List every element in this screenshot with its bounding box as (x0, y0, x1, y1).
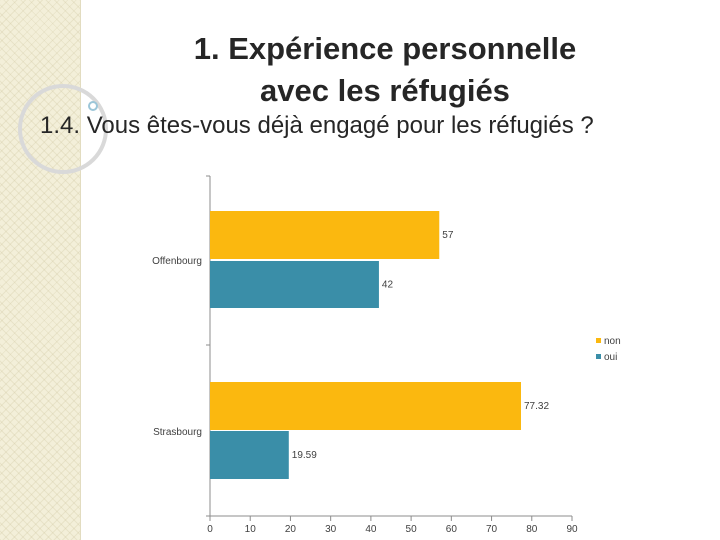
data-label-oui-strasbourg: 19.59 (292, 450, 317, 461)
side-strip-edge (80, 0, 81, 540)
x-tick-label: 40 (365, 524, 377, 535)
legend-swatch-oui (596, 354, 601, 359)
decorative-ring-large (18, 84, 108, 174)
x-tick-label: 60 (446, 524, 458, 535)
slide-title-line2: avec les réfugiés (260, 73, 510, 108)
bar-chart: 0 10 20 30 40 50 60 70 80 90 Offenbourg 57 42 Strasbo… (0, 160, 720, 540)
x-tick-label: 50 (406, 524, 418, 535)
category-label: Strasbourg (153, 427, 202, 438)
x-tick-label: 0 (207, 524, 213, 535)
data-label-oui-offenbourg: 42 (382, 280, 394, 291)
x-tick-label: 20 (285, 524, 297, 535)
x-tick-label: 70 (486, 524, 498, 535)
bar-non-strasbourg (210, 382, 521, 430)
legend-label-oui: oui (604, 352, 617, 363)
legend-label-non: non (604, 336, 621, 347)
data-label-non-offenbourg: 57 (442, 230, 454, 241)
x-tick-label: 30 (325, 524, 337, 535)
slide-title-line1: 1. Expérience personnelle (193, 31, 577, 66)
legend-swatch-non (596, 338, 601, 343)
chart-svg: 0 10 20 30 40 50 60 70 80 90 Offenbourg 57 42 Strasbo… (152, 175, 621, 535)
slide-title: 1. Expérience personnelle avec les réfug… (100, 28, 670, 112)
x-tick-label: 10 (245, 524, 257, 535)
x-tick-label: 80 (526, 524, 538, 535)
bar-oui-strasbourg (210, 431, 289, 479)
category-label: Offenbourg (152, 256, 202, 267)
data-label-non-strasbourg: 77.32 (524, 401, 549, 412)
slide-subtitle: 1.4. Vous êtes-vous déjà engagé pour les… (40, 112, 594, 139)
x-tick-label: 90 (566, 524, 578, 535)
decorative-ring-small (88, 101, 98, 111)
bar-non-offenbourg (210, 211, 440, 259)
bar-oui-offenbourg (210, 261, 379, 308)
